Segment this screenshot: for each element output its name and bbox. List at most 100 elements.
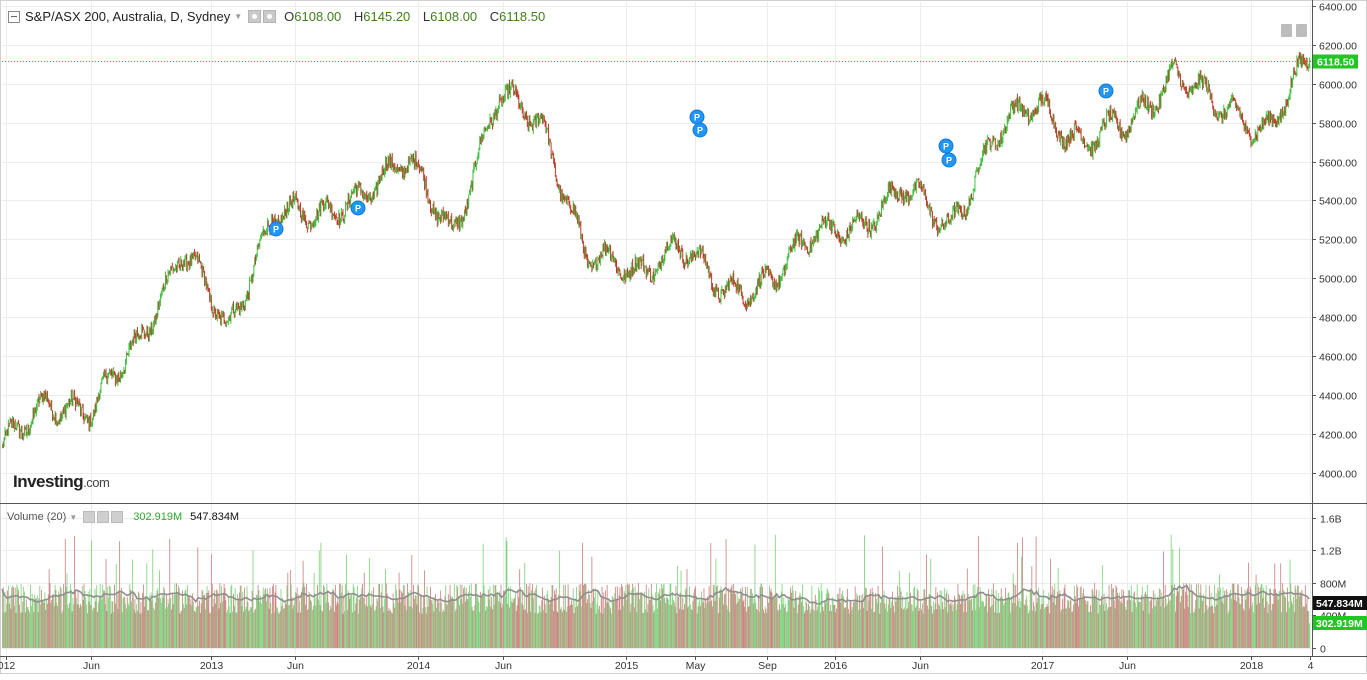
volume-bar xyxy=(433,611,435,648)
volume-bar xyxy=(186,604,188,648)
volume-bar xyxy=(9,594,11,648)
volume-bar xyxy=(526,584,527,648)
volume-bar xyxy=(398,572,400,648)
info-icon[interactable] xyxy=(1281,24,1292,37)
volume-bar xyxy=(512,602,514,648)
chevron-down-icon[interactable]: ▼ xyxy=(69,512,78,522)
minus-square-icon[interactable] xyxy=(8,10,20,23)
volume-bar xyxy=(799,592,801,648)
volume-bar xyxy=(1270,610,1272,648)
volume-bar xyxy=(696,613,698,648)
volume-bar xyxy=(1212,605,1214,648)
volume-bar xyxy=(718,612,719,648)
volume-bar xyxy=(353,587,355,648)
volume-bar xyxy=(1159,589,1161,648)
volume-bar xyxy=(1180,595,1182,648)
close-icon[interactable] xyxy=(111,511,124,523)
volume-bar xyxy=(1248,562,1249,648)
volume-bar xyxy=(255,595,257,648)
volume-bar xyxy=(1284,596,1286,648)
volume-bar xyxy=(52,594,53,648)
volume-bar xyxy=(1193,612,1195,648)
volume-bar xyxy=(1039,597,1040,648)
volume-bar xyxy=(231,584,233,648)
volume-bar xyxy=(368,592,369,648)
volume-bar xyxy=(30,606,32,648)
volume-bar xyxy=(870,608,872,648)
time-tick-label: 2015 xyxy=(615,660,639,672)
volume-bar xyxy=(49,583,51,648)
volume-bar xyxy=(419,595,421,648)
volume-bar xyxy=(1252,602,1254,648)
volume-bar xyxy=(412,608,414,648)
volume-bar xyxy=(430,587,431,648)
volume-bar xyxy=(472,610,474,648)
volume-bar xyxy=(783,597,785,648)
volume-title[interactable]: Volume (20) xyxy=(7,511,67,523)
volume-bar xyxy=(1086,601,1088,648)
volume-bar xyxy=(121,612,123,648)
volume-bar xyxy=(1024,605,1026,648)
volume-bar xyxy=(892,591,893,648)
volume-legend: Volume (20) ▼ 302.919M 547.834M xyxy=(7,511,239,523)
volume-bar xyxy=(14,587,16,648)
volume-bar xyxy=(731,584,733,648)
volume-bar xyxy=(747,606,749,648)
volume-bar xyxy=(309,596,311,648)
chevron-down-icon[interactable]: ▼ xyxy=(234,12,243,21)
volume-bar xyxy=(421,613,423,648)
volume-bar xyxy=(419,612,420,648)
volume-bar xyxy=(580,583,582,648)
volume-bar xyxy=(385,569,386,648)
dividend-marker-label: P xyxy=(694,113,700,123)
volume-bar xyxy=(1287,587,1288,648)
volume-bar xyxy=(450,595,452,648)
volume-bar xyxy=(43,602,45,648)
volume-bar xyxy=(958,593,960,648)
volume-bar xyxy=(1298,596,1300,648)
volume-bar xyxy=(636,611,638,648)
volume-bar xyxy=(943,588,945,648)
volume-bar xyxy=(1123,596,1125,648)
volume-bar xyxy=(396,589,397,648)
eye-icon[interactable] xyxy=(248,10,262,23)
volume-bar xyxy=(24,591,25,648)
gear-icon[interactable] xyxy=(263,10,277,23)
volume-bar xyxy=(181,610,183,648)
volume-bar xyxy=(977,535,979,648)
volume-bar xyxy=(1162,596,1164,648)
pause-icon[interactable] xyxy=(1296,24,1307,37)
logo-main: Investing xyxy=(13,472,84,491)
symbol-title[interactable]: S&P/ASX 200, Australia, D, Sydney xyxy=(25,9,231,24)
volume-bar xyxy=(689,586,690,648)
volume-tick-label: 0 xyxy=(1320,644,1326,656)
volume-bar xyxy=(56,602,58,648)
volume-bar xyxy=(695,586,696,648)
volume-bar xyxy=(1190,613,1192,648)
eye-icon[interactable] xyxy=(83,511,96,523)
volume-bar xyxy=(431,603,433,648)
volume-bar xyxy=(859,609,861,648)
volume-bar xyxy=(850,602,852,648)
volume-bar xyxy=(886,598,888,648)
volume-bar xyxy=(1008,592,1010,648)
volume-bar xyxy=(528,592,530,648)
volume-bar xyxy=(409,590,411,648)
volume-bar xyxy=(131,559,133,648)
time-tick-label: Jun xyxy=(1119,660,1136,672)
volume-bar xyxy=(1180,602,1181,648)
volume-bar xyxy=(678,608,680,648)
volume-bar xyxy=(1090,611,1092,648)
volume-bar xyxy=(804,610,806,648)
gear-icon[interactable] xyxy=(97,511,110,523)
volume-bar xyxy=(650,583,652,648)
volume-bar xyxy=(329,605,331,648)
volume-bar xyxy=(1288,607,1290,648)
volume-bar xyxy=(898,570,900,648)
volume-bar xyxy=(708,586,710,648)
volume-value: 302.919M xyxy=(133,511,183,523)
volume-bar xyxy=(926,605,928,648)
volume-bar xyxy=(1107,609,1108,648)
